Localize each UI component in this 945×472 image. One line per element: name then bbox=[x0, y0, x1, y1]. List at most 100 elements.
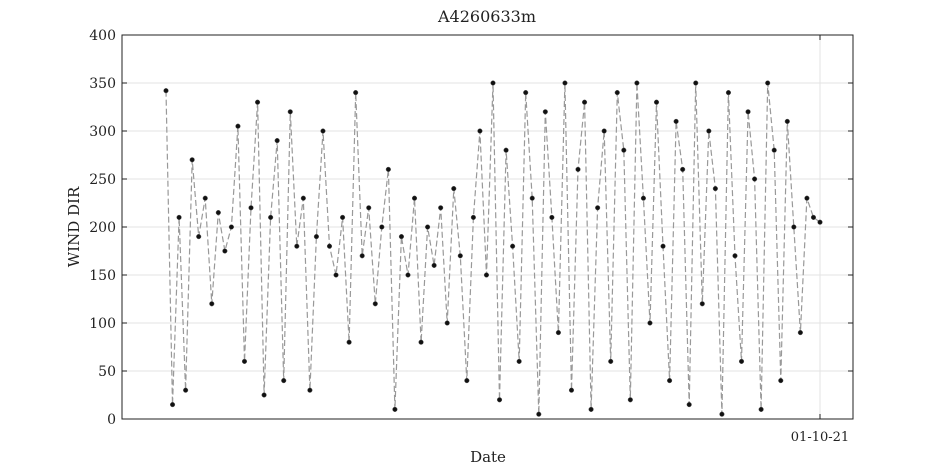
data-point bbox=[640, 195, 646, 201]
data-point bbox=[340, 214, 346, 220]
data-point bbox=[398, 234, 404, 240]
data-point bbox=[353, 90, 359, 96]
data-point bbox=[392, 406, 398, 412]
data-point bbox=[738, 358, 745, 364]
data-point bbox=[555, 330, 561, 336]
data-point bbox=[653, 99, 660, 105]
data-point bbox=[313, 234, 319, 240]
data-point bbox=[516, 358, 522, 364]
y-tick-label: 200 bbox=[89, 220, 116, 236]
data-point bbox=[523, 90, 529, 96]
data-point bbox=[725, 90, 731, 96]
data-point bbox=[549, 214, 555, 220]
y-tick-label: 100 bbox=[89, 316, 116, 332]
data-point bbox=[228, 224, 234, 230]
data-point bbox=[202, 195, 208, 201]
data-point bbox=[568, 387, 575, 393]
data-point bbox=[719, 411, 725, 417]
data-point bbox=[503, 147, 509, 153]
x-tick-label: 01-10-21 bbox=[791, 430, 849, 445]
data-point bbox=[307, 387, 313, 393]
data-point bbox=[261, 392, 267, 398]
y-tick-label: 0 bbox=[107, 412, 116, 428]
data-point bbox=[241, 358, 248, 364]
data-point bbox=[510, 243, 516, 249]
data-point bbox=[183, 387, 189, 393]
data-point bbox=[196, 234, 202, 240]
y-tick-label: 50 bbox=[98, 364, 116, 380]
data-point bbox=[575, 166, 581, 172]
data-point bbox=[771, 147, 777, 153]
y-tick-label: 400 bbox=[89, 28, 116, 44]
y-tick-label: 300 bbox=[89, 124, 116, 140]
data-point bbox=[758, 406, 764, 412]
data-point bbox=[169, 402, 176, 408]
data-point bbox=[470, 214, 476, 220]
data-point bbox=[765, 80, 771, 86]
data-point bbox=[281, 378, 287, 384]
data-point bbox=[451, 186, 457, 192]
data-point bbox=[608, 358, 614, 364]
data-point bbox=[627, 397, 633, 403]
data-point bbox=[752, 176, 758, 182]
data-point bbox=[810, 214, 817, 220]
x-axis: 01-10-21 bbox=[791, 35, 849, 445]
data-point bbox=[209, 301, 215, 307]
data-point bbox=[366, 205, 372, 211]
data-point bbox=[686, 402, 692, 408]
data-point bbox=[490, 80, 496, 86]
data-point bbox=[235, 123, 241, 129]
data-point bbox=[379, 224, 385, 230]
data-point bbox=[418, 339, 424, 345]
data-point bbox=[385, 166, 391, 172]
data-point bbox=[582, 99, 588, 105]
data-point bbox=[745, 109, 751, 115]
data-point bbox=[457, 253, 463, 259]
data-point bbox=[660, 243, 666, 249]
data-point bbox=[176, 214, 182, 220]
y-tick-label: 350 bbox=[89, 76, 116, 92]
data-point bbox=[699, 301, 705, 307]
data-point bbox=[732, 253, 738, 259]
data-point bbox=[797, 330, 803, 336]
data-point bbox=[215, 210, 221, 216]
data-point bbox=[431, 262, 437, 268]
data-point bbox=[444, 320, 450, 326]
data-point bbox=[320, 128, 326, 134]
data-point bbox=[536, 411, 542, 417]
chart-title: A4260633m bbox=[437, 7, 536, 26]
data-point bbox=[542, 109, 548, 115]
series-line bbox=[165, 82, 821, 415]
data-point bbox=[588, 406, 594, 412]
data-point bbox=[425, 224, 431, 230]
data-point bbox=[405, 272, 411, 278]
data-point bbox=[248, 205, 254, 211]
data-point bbox=[562, 80, 568, 86]
data-point bbox=[647, 320, 653, 326]
data-point bbox=[791, 224, 797, 230]
data-point bbox=[673, 118, 679, 124]
data-point bbox=[359, 253, 365, 259]
data-point bbox=[601, 128, 607, 134]
data-point bbox=[274, 138, 280, 144]
data-point bbox=[411, 195, 418, 201]
data-point bbox=[483, 272, 490, 278]
data-point bbox=[294, 243, 300, 249]
data-point bbox=[300, 195, 306, 201]
data-point bbox=[614, 90, 620, 96]
data-point bbox=[784, 118, 790, 124]
data-point bbox=[333, 272, 339, 278]
data-point bbox=[189, 157, 195, 163]
data-point bbox=[529, 195, 535, 201]
data-point bbox=[326, 243, 333, 249]
y-tick-label: 250 bbox=[89, 172, 116, 188]
y-tick-label: 150 bbox=[89, 268, 116, 284]
data-point bbox=[268, 214, 274, 220]
data-point bbox=[287, 109, 293, 115]
data-point bbox=[496, 397, 503, 403]
data-point bbox=[438, 205, 444, 211]
data-point bbox=[817, 219, 823, 225]
data-point bbox=[778, 378, 784, 384]
data-point bbox=[634, 80, 640, 86]
data-point bbox=[680, 166, 686, 172]
